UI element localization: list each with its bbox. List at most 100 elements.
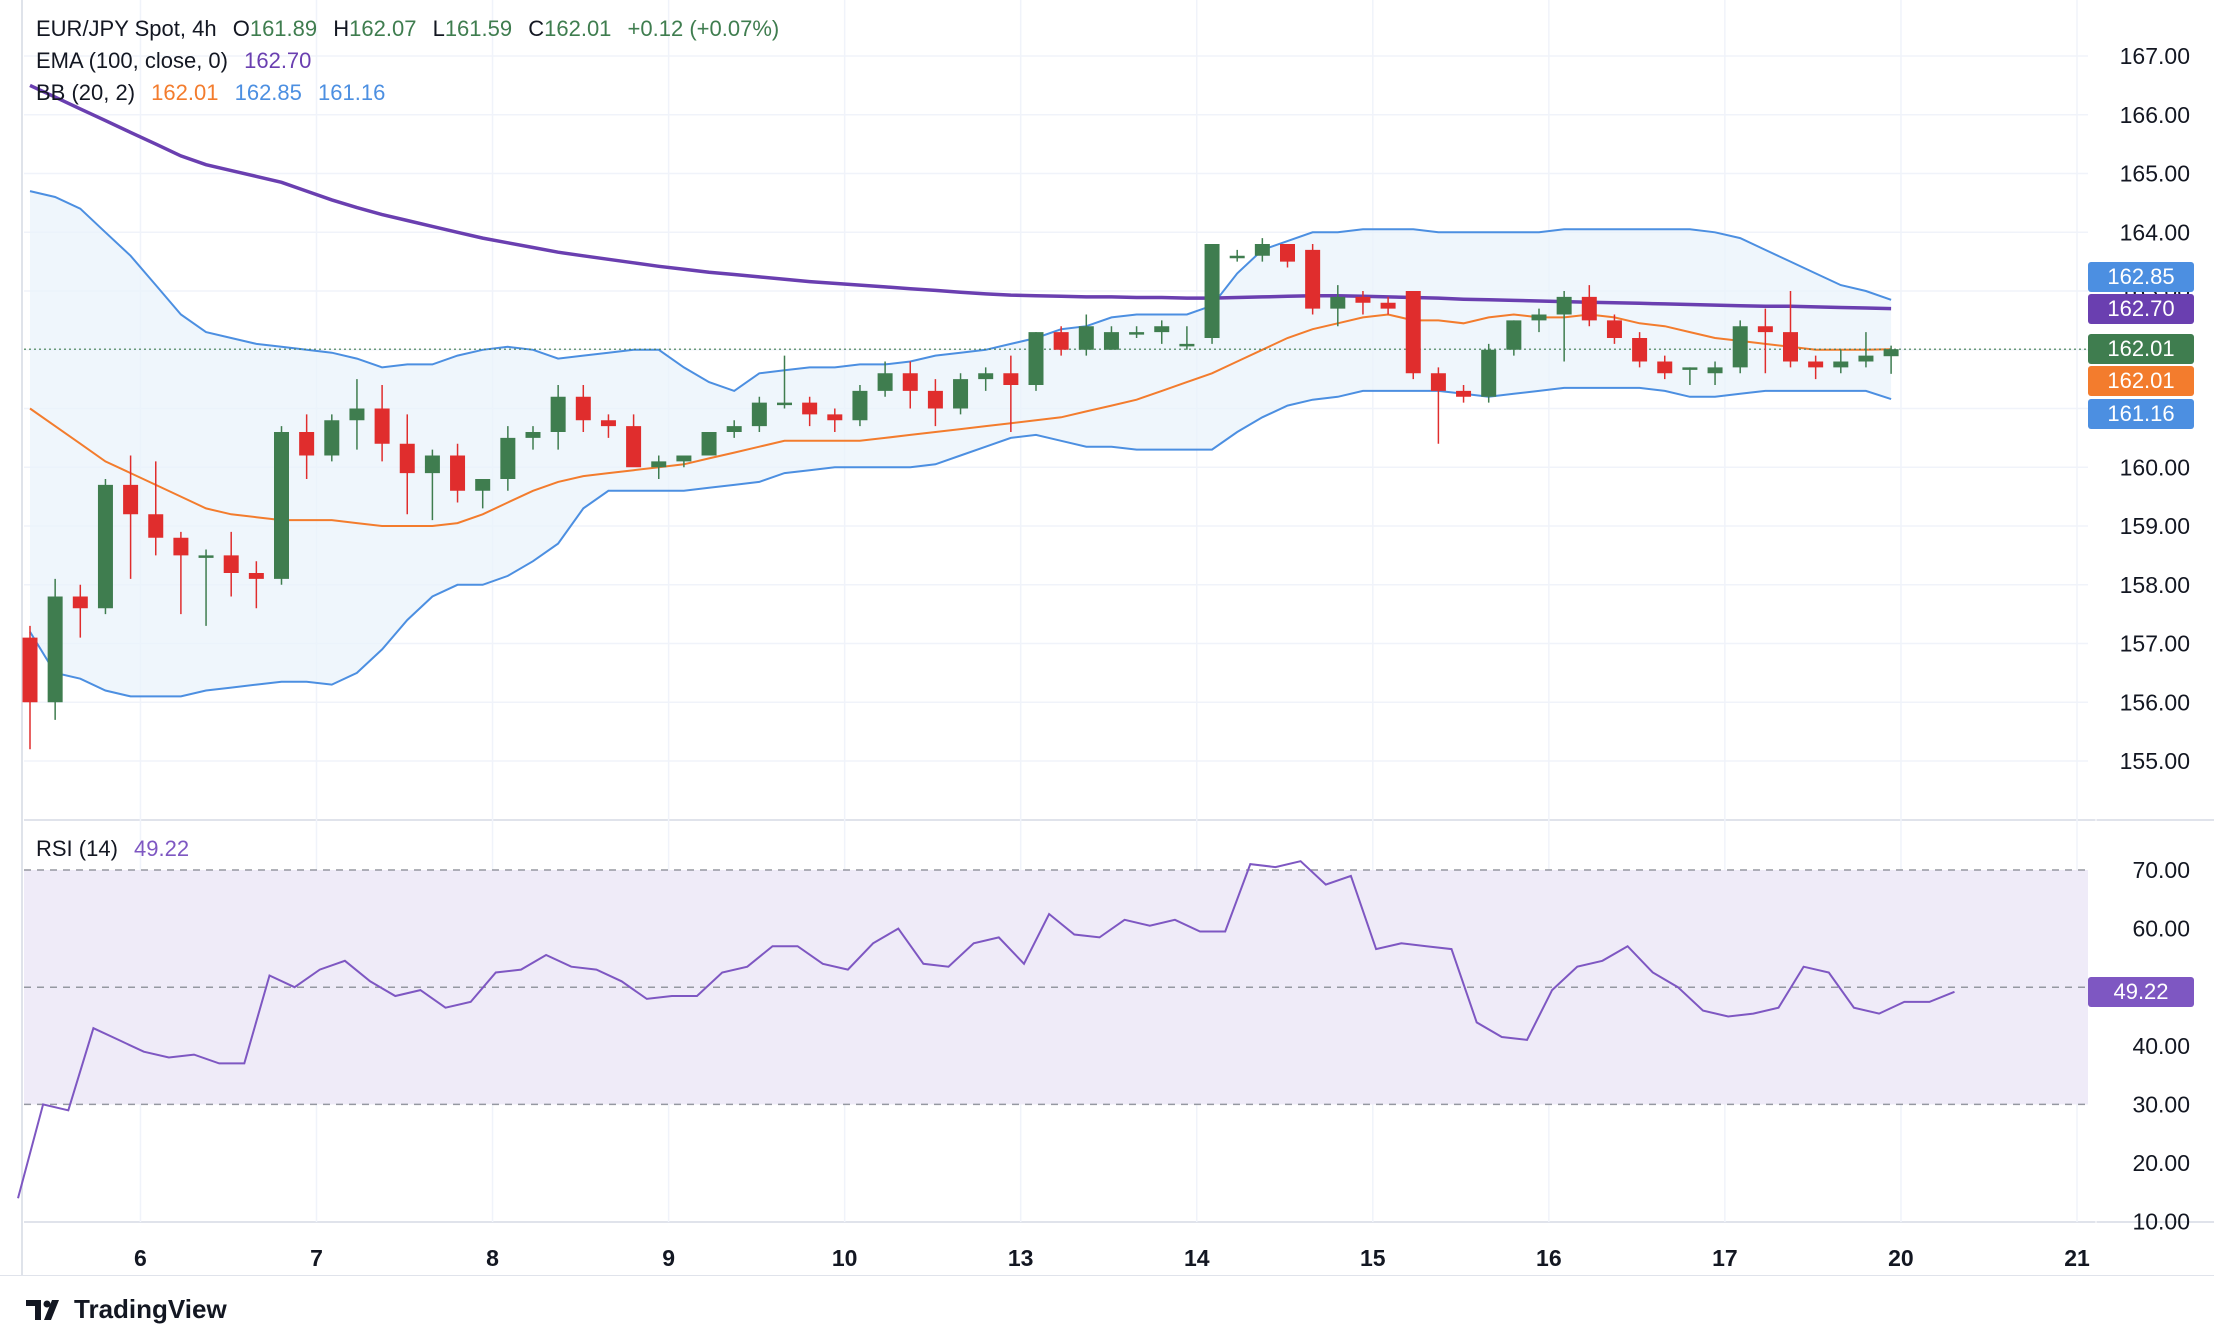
legend-bb-line[interactable]: BB (20, 2) 162.01 162.85 161.16 <box>36 80 395 106</box>
candle-down <box>1380 296 1396 315</box>
candle-up <box>651 455 667 479</box>
price-tick-label: 164.00 <box>2120 219 2190 245</box>
candle-up <box>1078 314 1094 356</box>
candle-body <box>399 443 415 474</box>
candle-down <box>575 385 591 432</box>
legend-change: +0.12 (+0.07%) <box>627 16 780 41</box>
legend-open-label: O <box>232 16 250 41</box>
time-tick-label: 8 <box>486 1245 499 1271</box>
candle-down <box>123 455 139 579</box>
candle-body <box>600 420 616 427</box>
legend-close-value: 162.01 <box>544 16 612 41</box>
candle-body <box>1883 349 1899 357</box>
candle-body <box>424 455 440 474</box>
legend-bb-upper: 162.85 <box>234 80 302 105</box>
candle-up <box>877 361 893 397</box>
tradingview-logo-icon <box>26 1299 59 1320</box>
candle-down <box>802 396 818 427</box>
legend-ema-label: EMA (100, close, 0) <box>36 48 228 73</box>
legend-rsi-line[interactable]: RSI (14) 49.22 <box>36 836 199 862</box>
candle-body <box>550 396 566 432</box>
candle-up <box>777 355 792 409</box>
legend-symbol-line: EUR/JPY Spot, 4h O161.89 H162.07 L161.59… <box>36 16 789 42</box>
time-tick-label: 21 <box>2064 1245 2090 1271</box>
candle-body <box>1254 244 1270 256</box>
legend-symbol: EUR/JPY Spot, 4h <box>36 16 217 41</box>
time-tick-label: 17 <box>1712 1245 1738 1271</box>
bb-lower-line <box>29 386 1892 698</box>
candle-up <box>978 367 994 391</box>
candle-body <box>777 402 792 406</box>
candle-down <box>1581 285 1597 327</box>
rsi-tick-label: 20.00 <box>2132 1150 2190 1176</box>
candle-up <box>349 379 365 450</box>
candle-body <box>1028 332 1044 385</box>
candle-up <box>97 479 113 615</box>
candle-down <box>626 414 642 468</box>
rsi-tick-label: 60.00 <box>2132 916 2190 942</box>
legend-low-label: L <box>432 16 445 41</box>
candle-body <box>1380 302 1396 309</box>
candle-up <box>1682 367 1698 385</box>
candle-body <box>374 408 390 444</box>
candle-body <box>72 596 88 609</box>
price-tick-label: 167.00 <box>2120 43 2190 69</box>
candle-down <box>1280 244 1295 268</box>
candle-body <box>1581 296 1597 321</box>
candle-up <box>1531 308 1547 333</box>
bb-band-fill <box>30 191 1892 697</box>
time-tick-label: 9 <box>662 1245 675 1271</box>
legend-open-value: 161.89 <box>249 16 318 41</box>
rsi-tick-label: 40.00 <box>2132 1033 2190 1059</box>
candle-body <box>701 432 717 456</box>
rsi-tick-label: 10.00 <box>2132 1209 2190 1235</box>
candle-body <box>1682 367 1698 370</box>
time-tick-label: 16 <box>1536 1245 1562 1271</box>
candle-body <box>676 455 692 462</box>
candle-down <box>248 561 264 609</box>
legend-ema-line[interactable]: EMA (100, close, 0) 162.70 <box>36 48 321 74</box>
candle-down <box>1430 367 1446 444</box>
candle-up <box>47 578 63 720</box>
candle-body <box>1154 326 1170 333</box>
candle-body <box>248 573 264 579</box>
candle-body <box>198 555 214 558</box>
candle-body <box>22 637 38 703</box>
legend-low-value: 161.59 <box>444 16 513 41</box>
candle-down <box>1355 291 1371 315</box>
candle-body <box>651 461 667 468</box>
candle-body <box>1330 296 1346 309</box>
candle-body <box>953 379 969 409</box>
legend-close-label: C <box>528 16 545 41</box>
candle-body <box>827 414 843 421</box>
legend-close: C162.01 <box>528 16 611 41</box>
candle-down <box>148 461 164 556</box>
price-tick-label: 157.00 <box>2120 631 2190 657</box>
candle-body <box>726 426 742 432</box>
time-tick-label: 20 <box>1888 1245 1914 1271</box>
time-tick-label: 14 <box>1184 1245 1210 1271</box>
bb-mid-line <box>29 313 1892 527</box>
candle-down <box>1657 355 1673 380</box>
candle-body <box>1833 361 1849 368</box>
badge-bb-mid: 162.01 <box>2088 366 2194 396</box>
candle-body <box>223 555 239 573</box>
candle-up <box>500 426 516 491</box>
candle-body <box>802 402 818 415</box>
tradingview-brand[interactable]: TradingView <box>26 1294 227 1325</box>
time-tick-label: 7 <box>310 1245 323 1271</box>
candle-up <box>1732 320 1748 374</box>
candle-body <box>1103 332 1119 350</box>
candle-up <box>1254 238 1270 262</box>
candle-body <box>450 455 466 491</box>
candle-down <box>1606 314 1622 344</box>
candle-body <box>1783 332 1798 362</box>
candle-body <box>97 484 113 609</box>
candle-down <box>1456 385 1472 403</box>
legend-high-value: 162.07 <box>349 16 417 41</box>
candle-down <box>1632 332 1648 368</box>
candle-body <box>1632 338 1648 362</box>
candle-up <box>852 385 868 427</box>
